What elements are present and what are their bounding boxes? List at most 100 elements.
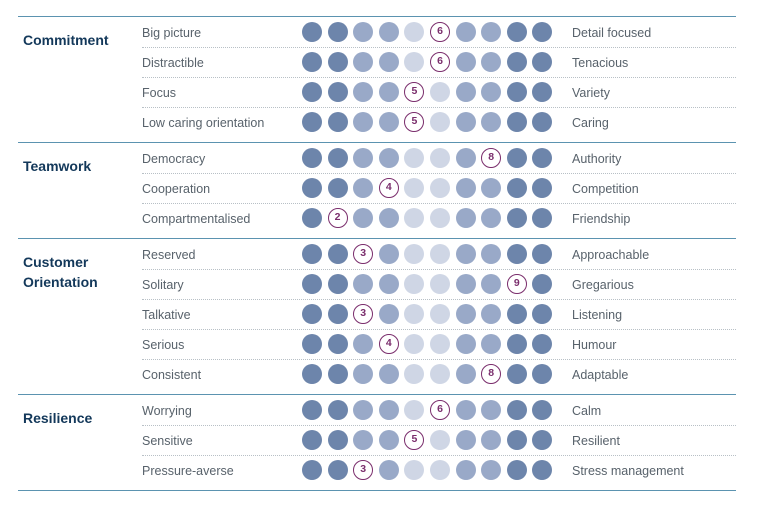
trait-left-label: Serious <box>142 338 185 352</box>
trait-left-label: Focus <box>142 86 177 100</box>
scale-dot <box>506 148 527 168</box>
trait-left-label: Solitary <box>142 278 184 292</box>
scale-dot <box>455 400 476 420</box>
scale-dot <box>455 22 476 42</box>
scale-dot <box>302 148 322 168</box>
row-separator <box>142 47 736 48</box>
trait-scale: 3 <box>302 460 553 481</box>
scale-dot <box>455 178 476 198</box>
scale-dot <box>532 460 553 480</box>
scale-dot <box>455 334 476 354</box>
scale-dot <box>481 400 502 420</box>
scale-dot <box>506 400 527 420</box>
scale-dot <box>327 400 348 420</box>
scale-dot <box>455 148 476 168</box>
scale-dot <box>404 304 425 324</box>
trait-row: Talkative 3 Listening <box>18 300 736 330</box>
trait-scale: 6 <box>302 52 553 73</box>
scale-dot <box>404 178 425 198</box>
trait-left-label: Big picture <box>142 26 202 40</box>
scale-dot <box>353 22 374 42</box>
category-title: Teamwork <box>23 158 92 174</box>
scale-dot <box>404 52 425 72</box>
row-separator <box>142 425 736 426</box>
scale-dot <box>430 178 450 198</box>
trait-left-label: Cooperation <box>142 182 211 196</box>
trait-left-label: Reserved <box>142 248 196 262</box>
scale-dot <box>455 460 476 480</box>
scale-dot <box>302 430 322 450</box>
scale-dot <box>506 304 527 324</box>
trait-scale: 3 <box>302 244 553 265</box>
scale-dot <box>327 334 348 354</box>
scale-dot <box>327 52 348 72</box>
scale-dot <box>302 460 322 480</box>
scale-dot <box>353 430 374 450</box>
scale-dot <box>378 52 399 72</box>
scale-dot <box>378 208 399 228</box>
scale-dot <box>430 148 450 168</box>
scale-dot <box>327 274 348 294</box>
trait-left-label: Sensitive <box>142 434 193 448</box>
trait-scale: 9 <box>302 274 553 295</box>
scale-dot <box>302 22 322 42</box>
scale-dot <box>327 22 348 42</box>
scale-dot <box>481 460 502 480</box>
scale-dot <box>481 430 502 450</box>
row-separator <box>142 269 736 270</box>
scale-dot <box>327 364 348 384</box>
trait-right-label: Resilient <box>572 434 620 448</box>
scale-dot <box>506 364 527 384</box>
score-marker: 3 <box>353 304 374 324</box>
trait-right-label: Adaptable <box>572 368 629 382</box>
trait-row: Focus 5 Variety <box>18 78 736 108</box>
scale-dot <box>455 52 476 72</box>
scale-dot <box>353 208 374 228</box>
scale-dot <box>481 304 502 324</box>
scale-dot <box>455 430 476 450</box>
scale-dot <box>353 82 374 102</box>
scale-dot <box>532 244 553 264</box>
scale-dot <box>302 178 322 198</box>
scale-dot <box>455 82 476 102</box>
scale-dot <box>430 112 450 132</box>
scale-dot <box>506 244 527 264</box>
scale-dot <box>532 148 553 168</box>
scale-dot <box>404 400 425 420</box>
scale-dot <box>353 112 374 132</box>
trait-left-label: Consistent <box>142 368 202 382</box>
scale-dot <box>404 274 425 294</box>
score-marker: 9 <box>506 274 527 294</box>
score-marker: 2 <box>327 208 348 228</box>
trait-left-label: Talkative <box>142 308 191 322</box>
trait-left-label: Worrying <box>142 404 192 418</box>
trait-row: Reserved 3 Approachable <box>18 240 736 270</box>
scale-dot <box>532 334 553 354</box>
score-marker: 3 <box>353 244 374 264</box>
trait-right-label: Listening <box>572 308 623 322</box>
score-marker: 4 <box>378 334 399 354</box>
scale-dot <box>353 178 374 198</box>
score-marker: 8 <box>481 364 502 384</box>
scale-dot <box>506 178 527 198</box>
scale-dot <box>532 364 553 384</box>
scale-dot <box>378 112 399 132</box>
trait-row: Cooperation 4 Competition <box>18 174 736 204</box>
scale-dot <box>327 178 348 198</box>
scale-dot <box>506 112 527 132</box>
scale-dot <box>378 274 399 294</box>
trait-row: Serious 4 Humour <box>18 330 736 360</box>
trait-right-label: Tenacious <box>572 56 629 70</box>
trait-right-label: Friendship <box>572 212 631 226</box>
scale-dot <box>378 400 399 420</box>
scale-dot <box>430 208 450 228</box>
trait-row: Low caring orientation 5 Caring <box>18 108 736 138</box>
scale-dot <box>481 112 502 132</box>
scale-dot <box>532 430 553 450</box>
trait-row: Democracy 8 Authority <box>18 144 736 174</box>
scale-dot <box>455 364 476 384</box>
scale-dot <box>430 364 450 384</box>
trait-scale: 2 <box>302 208 553 229</box>
section-divider <box>18 142 736 143</box>
scale-dot <box>378 82 399 102</box>
